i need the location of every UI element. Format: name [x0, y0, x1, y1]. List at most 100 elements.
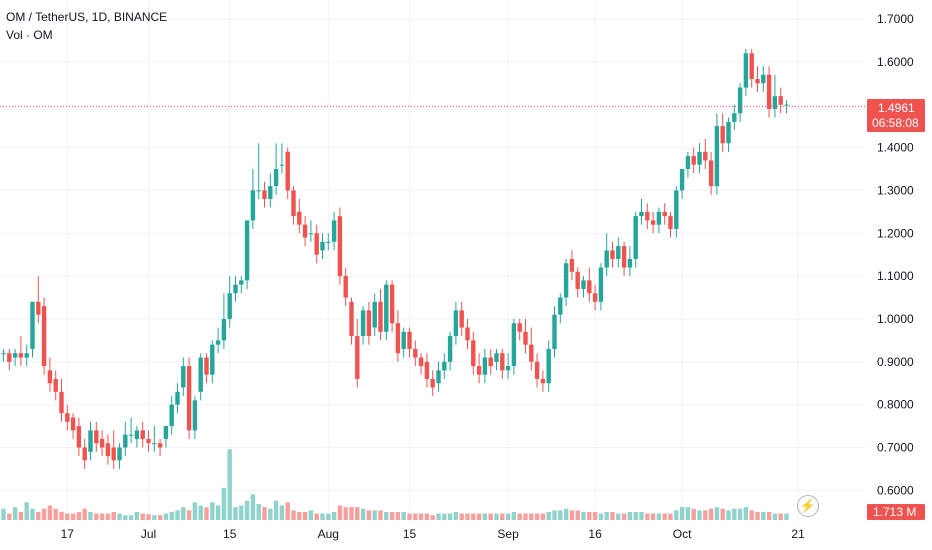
candle-body [662, 211, 667, 217]
time-axis[interactable]: 17 Jul 15 Aug 15 Sep 16 Oct 21 [61, 527, 805, 541]
candle-body [314, 233, 319, 255]
candle [70, 413, 76, 439]
candle [117, 443, 122, 469]
volume-bar [679, 507, 685, 520]
volume-bar [12, 507, 18, 520]
candle [407, 327, 412, 358]
candle [30, 301, 35, 358]
candle [424, 353, 430, 388]
volume-legend[interactable]: Vol · OM [6, 28, 53, 42]
candle [639, 198, 644, 225]
volume-bar [157, 515, 163, 520]
x-tick-label: Jul [141, 527, 156, 541]
price-axis[interactable]: 1.70001.60001.50001.40001.30001.20001.10… [877, 12, 914, 497]
y-tick-label: 0.7000 [877, 441, 914, 455]
candle [186, 357, 192, 439]
volume-bar [198, 505, 203, 520]
candle [360, 306, 366, 345]
candle [430, 370, 435, 397]
candle-body [784, 104, 789, 106]
candle-body [703, 151, 708, 161]
candle [18, 336, 24, 367]
candle-body [378, 301, 383, 332]
y-tick-label: 1.1000 [877, 269, 914, 283]
volume-bar [424, 513, 430, 520]
candle-body [494, 353, 499, 362]
candle [610, 241, 615, 268]
volume-bar [482, 513, 488, 520]
volume-bar [163, 513, 169, 520]
candle [459, 301, 464, 337]
y-tick-label: 1.7000 [877, 12, 914, 26]
volume-bar [175, 510, 180, 520]
volume-bar [708, 508, 714, 520]
candle [198, 353, 203, 401]
candle-body [558, 297, 563, 315]
candle-body [465, 327, 470, 341]
volume-bar [70, 513, 76, 520]
volume-bar [239, 505, 244, 520]
candle-body [250, 190, 256, 221]
volume-bar [418, 513, 424, 520]
candle [291, 186, 296, 225]
candle-body [273, 168, 279, 187]
volume-bar [250, 494, 256, 520]
candle-body [471, 340, 476, 367]
candle-body [140, 430, 145, 439]
volume-bar [215, 505, 221, 520]
candle-body [621, 246, 627, 268]
candle [650, 211, 656, 234]
candle [105, 434, 111, 465]
candle-body [384, 284, 389, 332]
candle [726, 117, 731, 152]
candle [691, 147, 696, 174]
candle [210, 340, 215, 384]
candle [523, 318, 528, 354]
candle-body [210, 344, 215, 375]
candle [146, 430, 151, 452]
candle-body [737, 87, 743, 114]
candle-body [279, 164, 285, 166]
symbol-title[interactable]: OM / TetherUS, 1D, BINANCE [6, 10, 168, 24]
volume-bar [505, 513, 511, 520]
volume-bar [244, 500, 250, 520]
volume-bar [204, 507, 209, 520]
candle-body [331, 220, 337, 242]
candle [384, 280, 389, 341]
candle-body [598, 267, 604, 302]
candle [320, 233, 325, 259]
volume-bar [465, 513, 470, 520]
candle [221, 293, 227, 349]
candle [447, 331, 453, 371]
candle-body [453, 310, 459, 337]
volume-bar [500, 513, 505, 520]
volume-bar [192, 502, 198, 520]
volume-bar [146, 514, 151, 520]
candle-body [204, 357, 209, 375]
candle-body [645, 211, 650, 221]
candle-body [128, 434, 134, 436]
candle-body [320, 241, 325, 251]
candle [517, 318, 522, 341]
volume-bar [726, 510, 731, 520]
volume-bar [47, 505, 53, 520]
candle-body [146, 438, 151, 444]
candle-body [668, 216, 673, 229]
lightning-bolt-icon[interactable]: ⚡ [797, 495, 819, 517]
volume-bar [592, 511, 598, 520]
volume-bar [755, 511, 760, 520]
candle [708, 151, 714, 195]
candle-body [685, 156, 691, 169]
volume-bar [546, 511, 551, 520]
candle [488, 348, 493, 375]
volume-bar [1, 508, 6, 520]
candle-body [732, 113, 737, 122]
candle-body [186, 366, 192, 431]
volume-bar [523, 513, 528, 520]
volume-bar [674, 510, 679, 520]
candle [604, 233, 609, 277]
volume-bar [691, 508, 696, 520]
volume-bar [529, 513, 534, 520]
volume-bar [650, 513, 656, 520]
